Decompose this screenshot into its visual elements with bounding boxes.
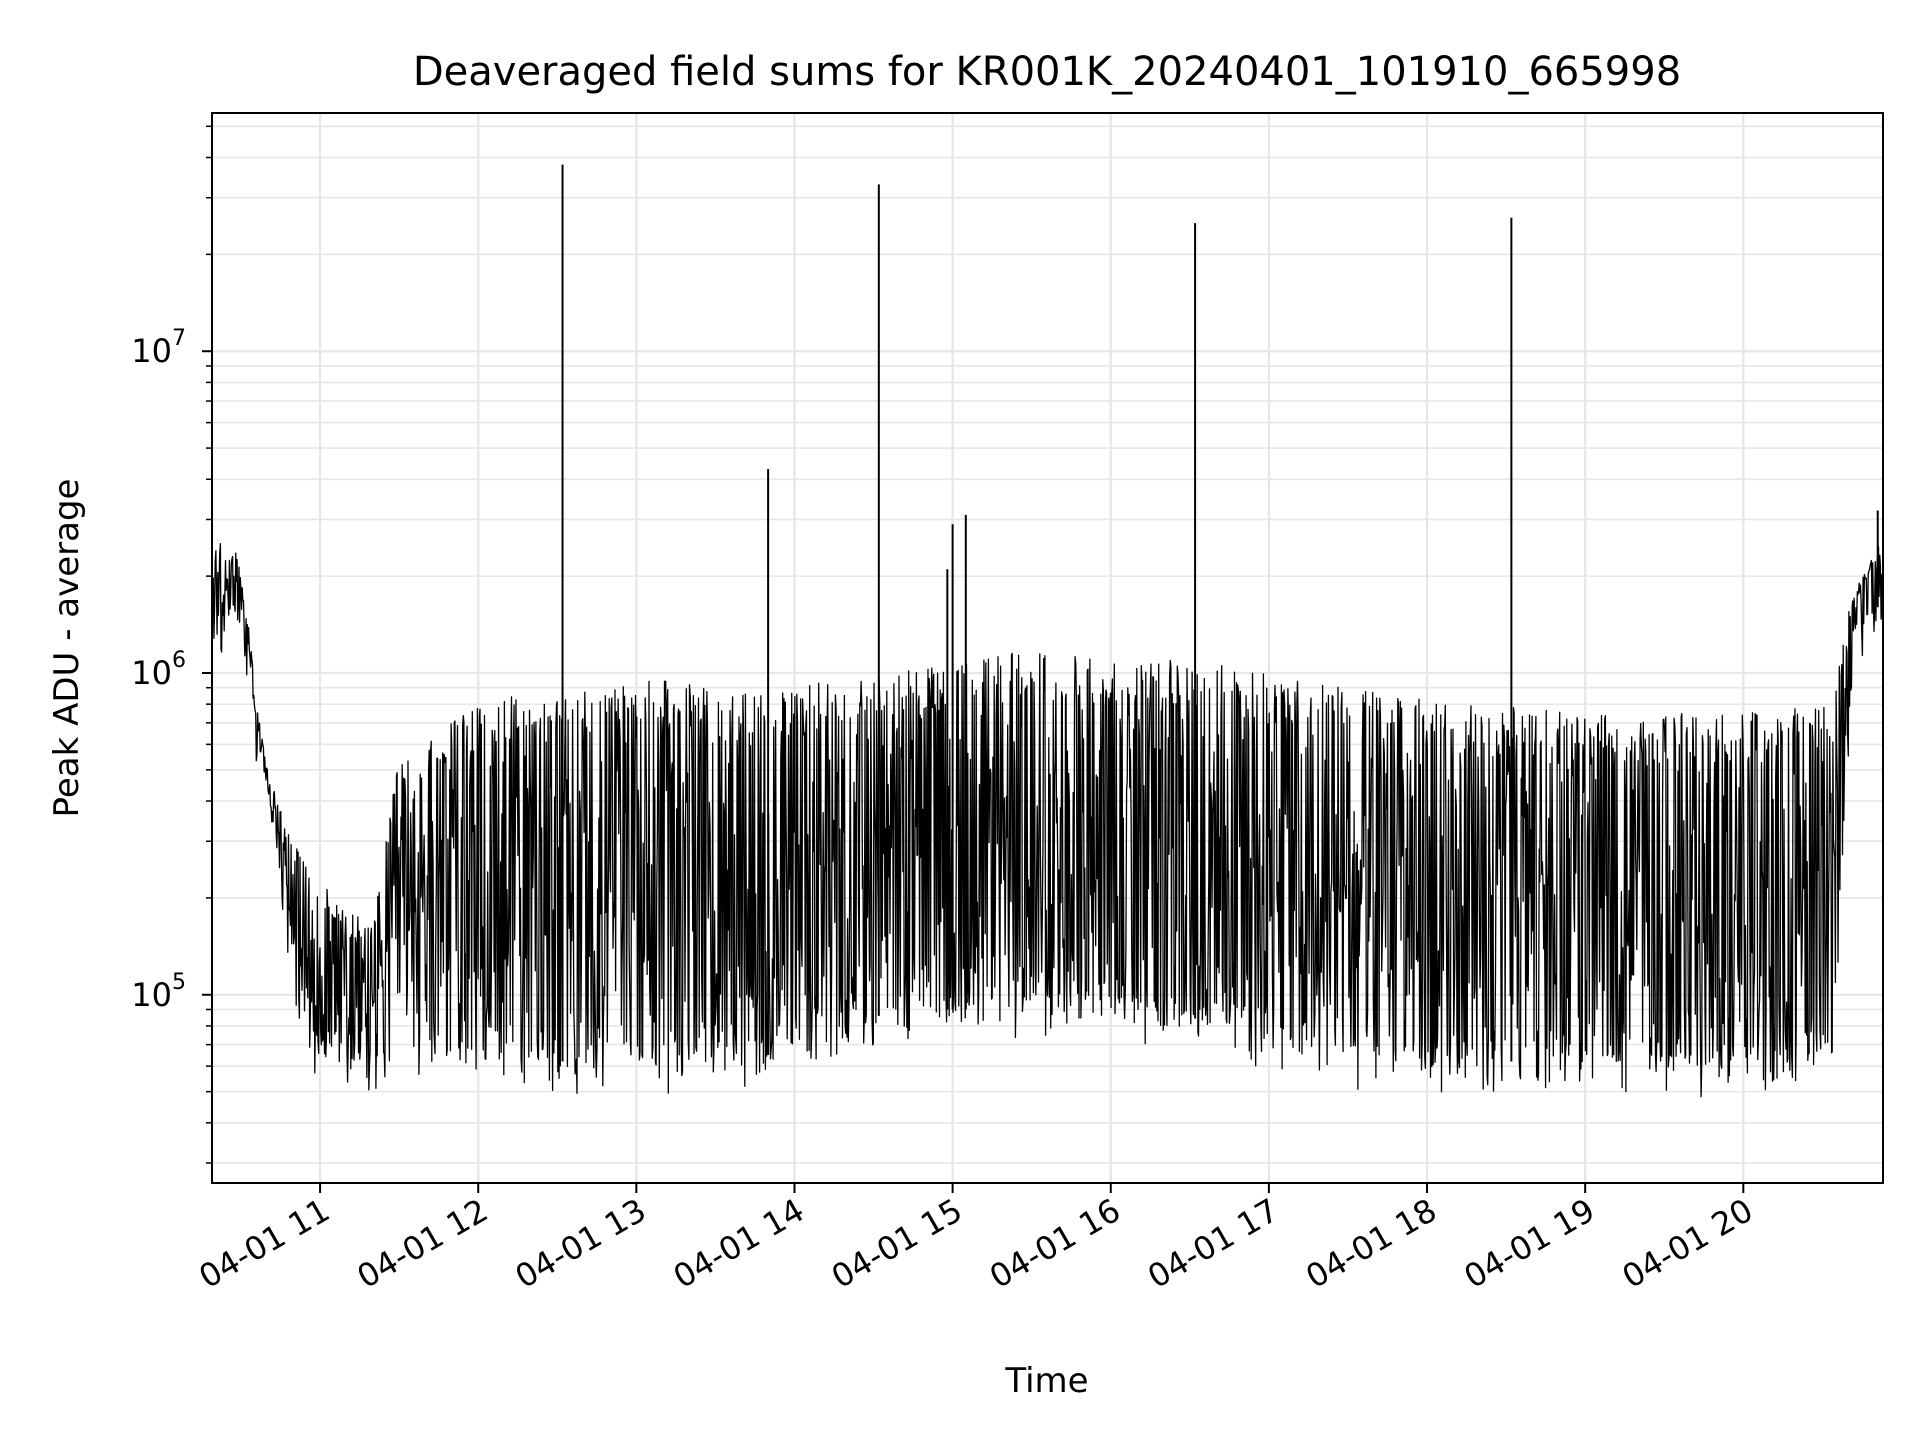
y-axis-label: Peak ADU - average — [47, 479, 87, 818]
series-line — [211, 542, 1884, 1098]
x-tick-label: 04-01 12 — [351, 1191, 495, 1296]
x-tick-label: 04-01 20 — [1616, 1191, 1760, 1296]
x-tick-label: 04-01 17 — [1141, 1191, 1285, 1296]
x-tick-label: 04-01 15 — [825, 1191, 969, 1296]
x-tick-label: 04-01 11 — [192, 1191, 336, 1296]
chart-title: Deaveraged field sums for KR001K_2024040… — [413, 49, 1681, 95]
x-axis-label: Time — [1004, 1361, 1088, 1401]
y-tick-label-exponent: 6 — [172, 648, 186, 673]
x-tick-label: 04-01 18 — [1299, 1191, 1443, 1296]
y-tick-label-exponent: 5 — [172, 970, 186, 995]
y-tick-label: 10 — [131, 654, 172, 692]
x-tick-label: 04-01 13 — [509, 1191, 653, 1296]
x-tick-label: 04-01 14 — [667, 1191, 811, 1296]
plot-frame — [211, 112, 1884, 1184]
x-tick-label: 04-01 16 — [983, 1191, 1127, 1296]
y-tick-label-exponent: 7 — [172, 326, 186, 351]
y-tick-label: 10 — [131, 332, 172, 370]
data-layer — [211, 164, 1884, 1098]
y-tick-label: 10 — [131, 976, 172, 1014]
x-tick-label: 04-01 19 — [1458, 1191, 1602, 1296]
